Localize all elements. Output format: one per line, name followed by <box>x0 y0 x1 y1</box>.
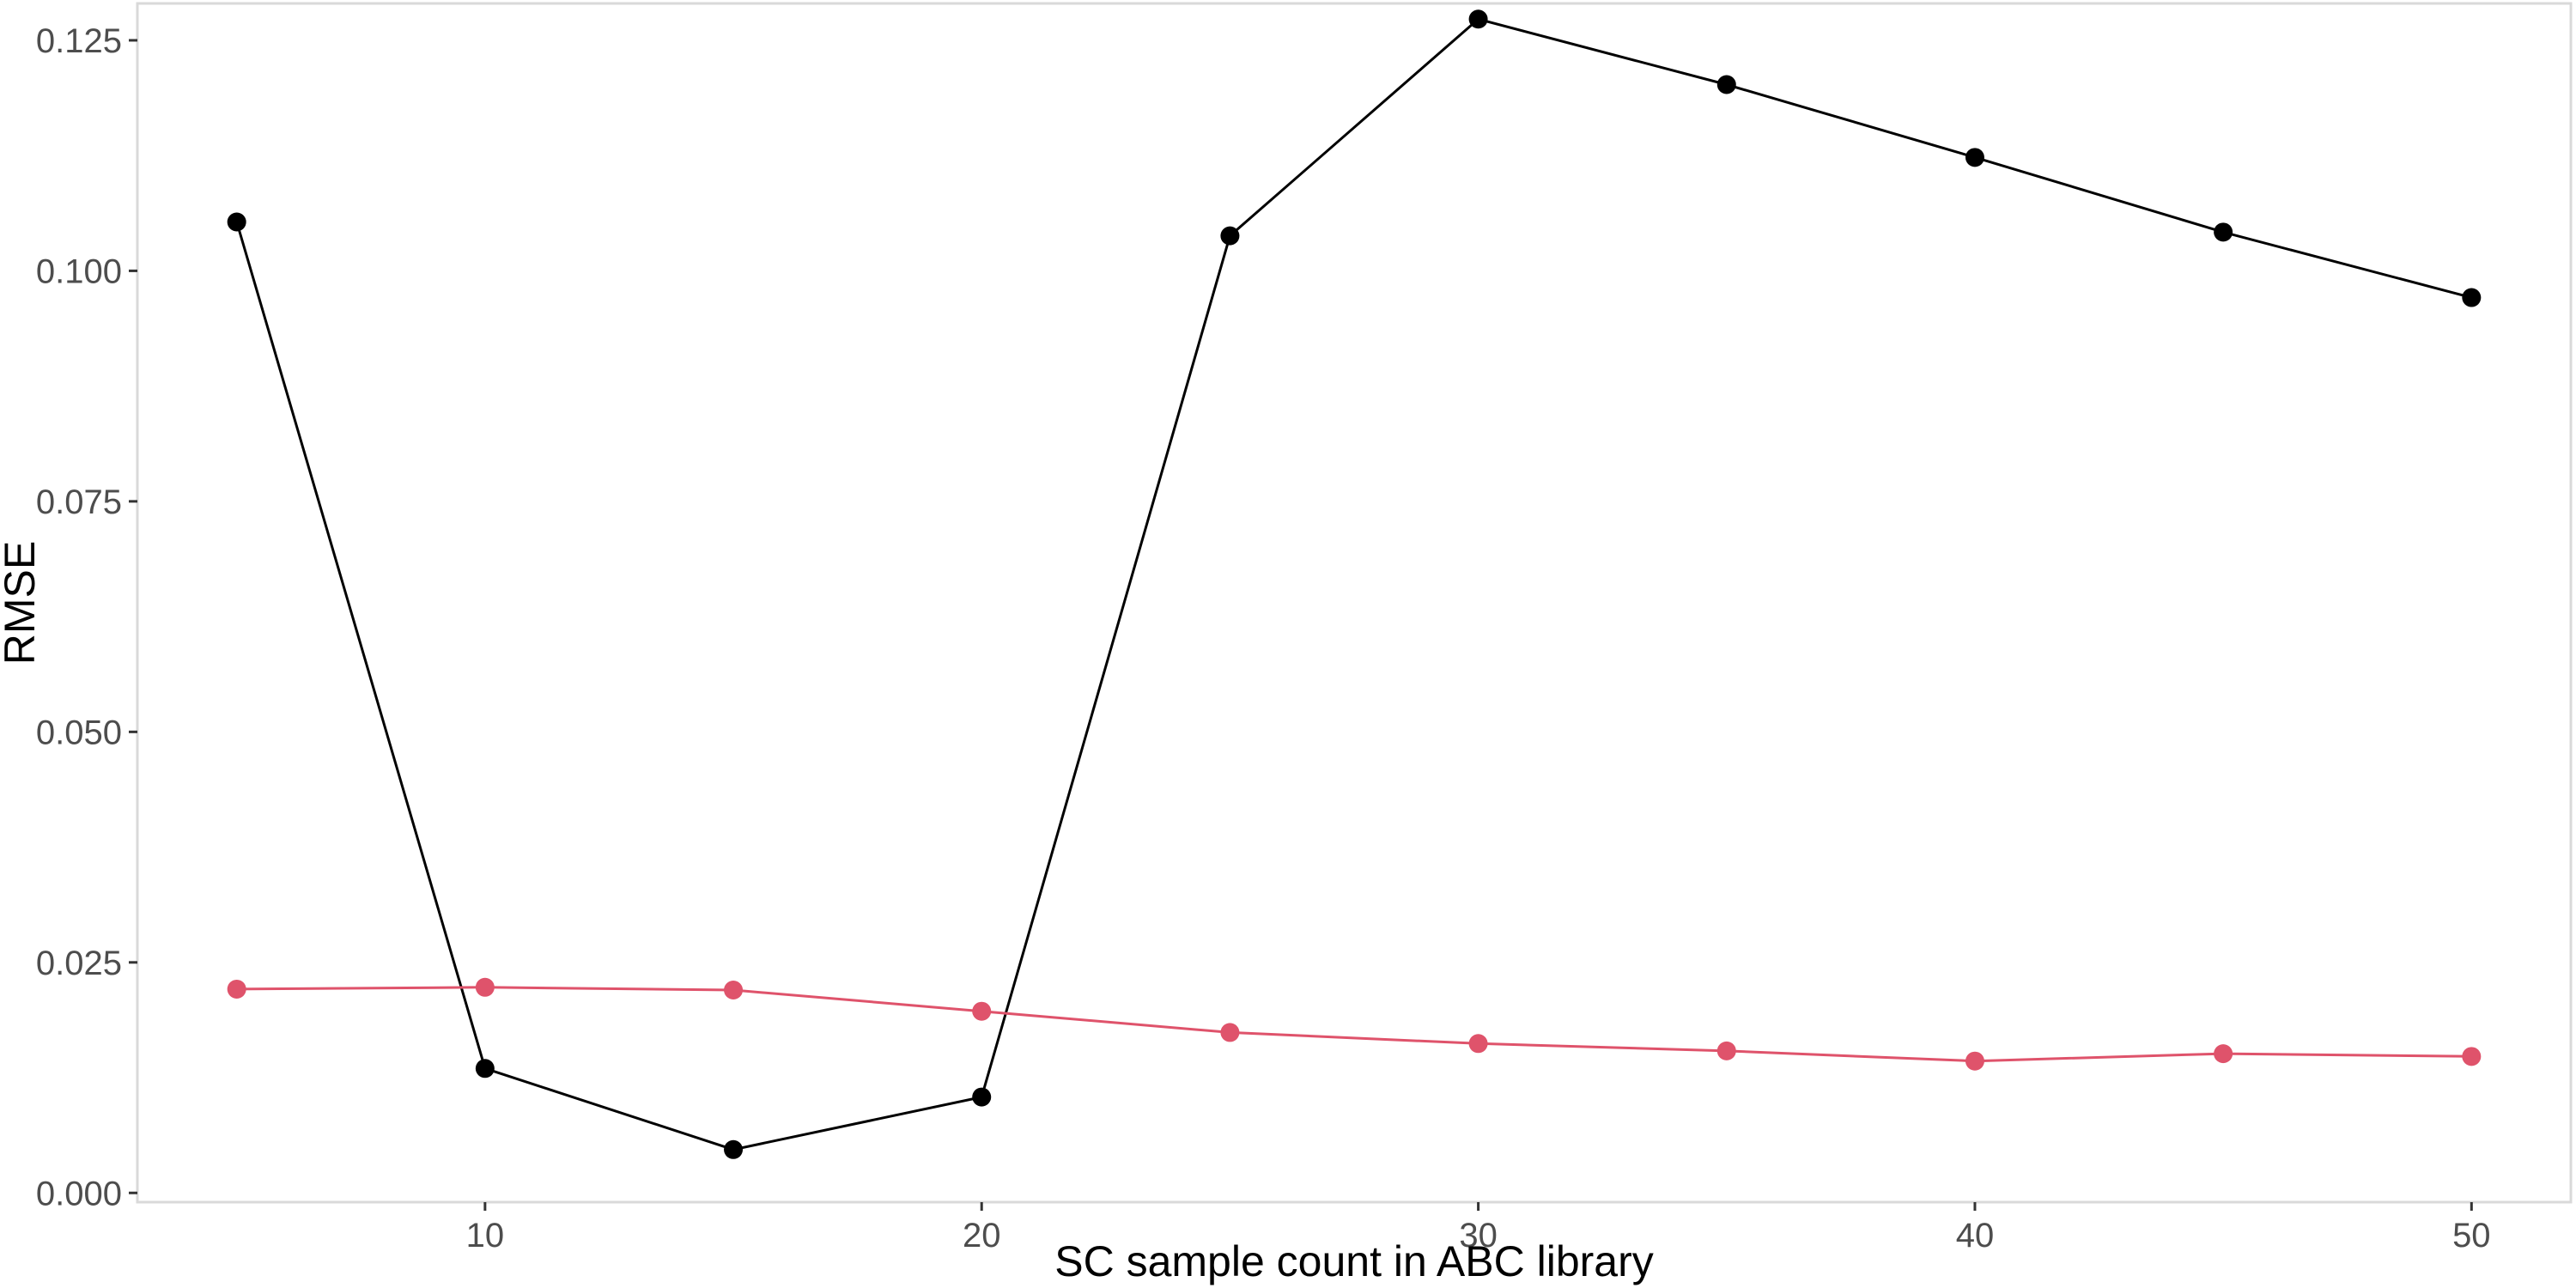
series-2-point <box>724 981 744 1000</box>
plot-panel-border <box>136 2 2573 1204</box>
y-tick-label: 0.050 <box>36 714 122 751</box>
series-1-point <box>1468 9 1488 29</box>
x-tick-label: 10 <box>466 1217 505 1255</box>
y-tick-label: 0.125 <box>36 22 122 60</box>
y-tick-label: 0.000 <box>36 1175 122 1212</box>
series-2-point <box>972 1001 992 1021</box>
series-1-point <box>2462 288 2482 307</box>
x-tick-label: 30 <box>1459 1217 1498 1255</box>
series-2-point <box>227 979 246 999</box>
x-tick-label: 20 <box>963 1217 1001 1255</box>
series-2-point <box>475 977 495 997</box>
y-tick-label: 0.025 <box>36 945 122 982</box>
series-2-line <box>236 986 2472 1063</box>
y-tick-label: 0.100 <box>36 252 122 290</box>
series-1-line <box>235 17 2472 1151</box>
x-tick-label: 40 <box>1956 1217 1995 1255</box>
series-1-point <box>475 1059 495 1078</box>
series-2-point <box>2462 1047 2482 1066</box>
series-2-point <box>1468 1034 1488 1054</box>
series-2-point <box>1716 1041 1736 1060</box>
x-axis: 10 20 30 40 50 <box>466 1202 2491 1255</box>
x-axis-title: SC sample count in ABC library <box>1054 1237 1654 1285</box>
y-axis-title: RMSE <box>0 541 44 665</box>
series-2-point <box>1220 1023 1240 1042</box>
series-1-point <box>2214 222 2233 242</box>
series-2-point <box>1965 1051 1984 1071</box>
series-1-point <box>1220 226 1240 246</box>
x-tick-label: 50 <box>2452 1217 2491 1255</box>
y-axis: 0.000 0.025 0.050 0.075 0.100 0.125 <box>36 22 137 1212</box>
series-layer <box>227 9 2482 1159</box>
series-1-point <box>724 1139 744 1159</box>
series-1-point <box>1716 75 1736 94</box>
series-1-point <box>1965 148 1984 167</box>
y-tick-label: 0.075 <box>36 483 122 521</box>
series-2-point <box>2214 1044 2233 1064</box>
series-1-point <box>972 1087 992 1107</box>
series-1-point <box>227 212 246 232</box>
